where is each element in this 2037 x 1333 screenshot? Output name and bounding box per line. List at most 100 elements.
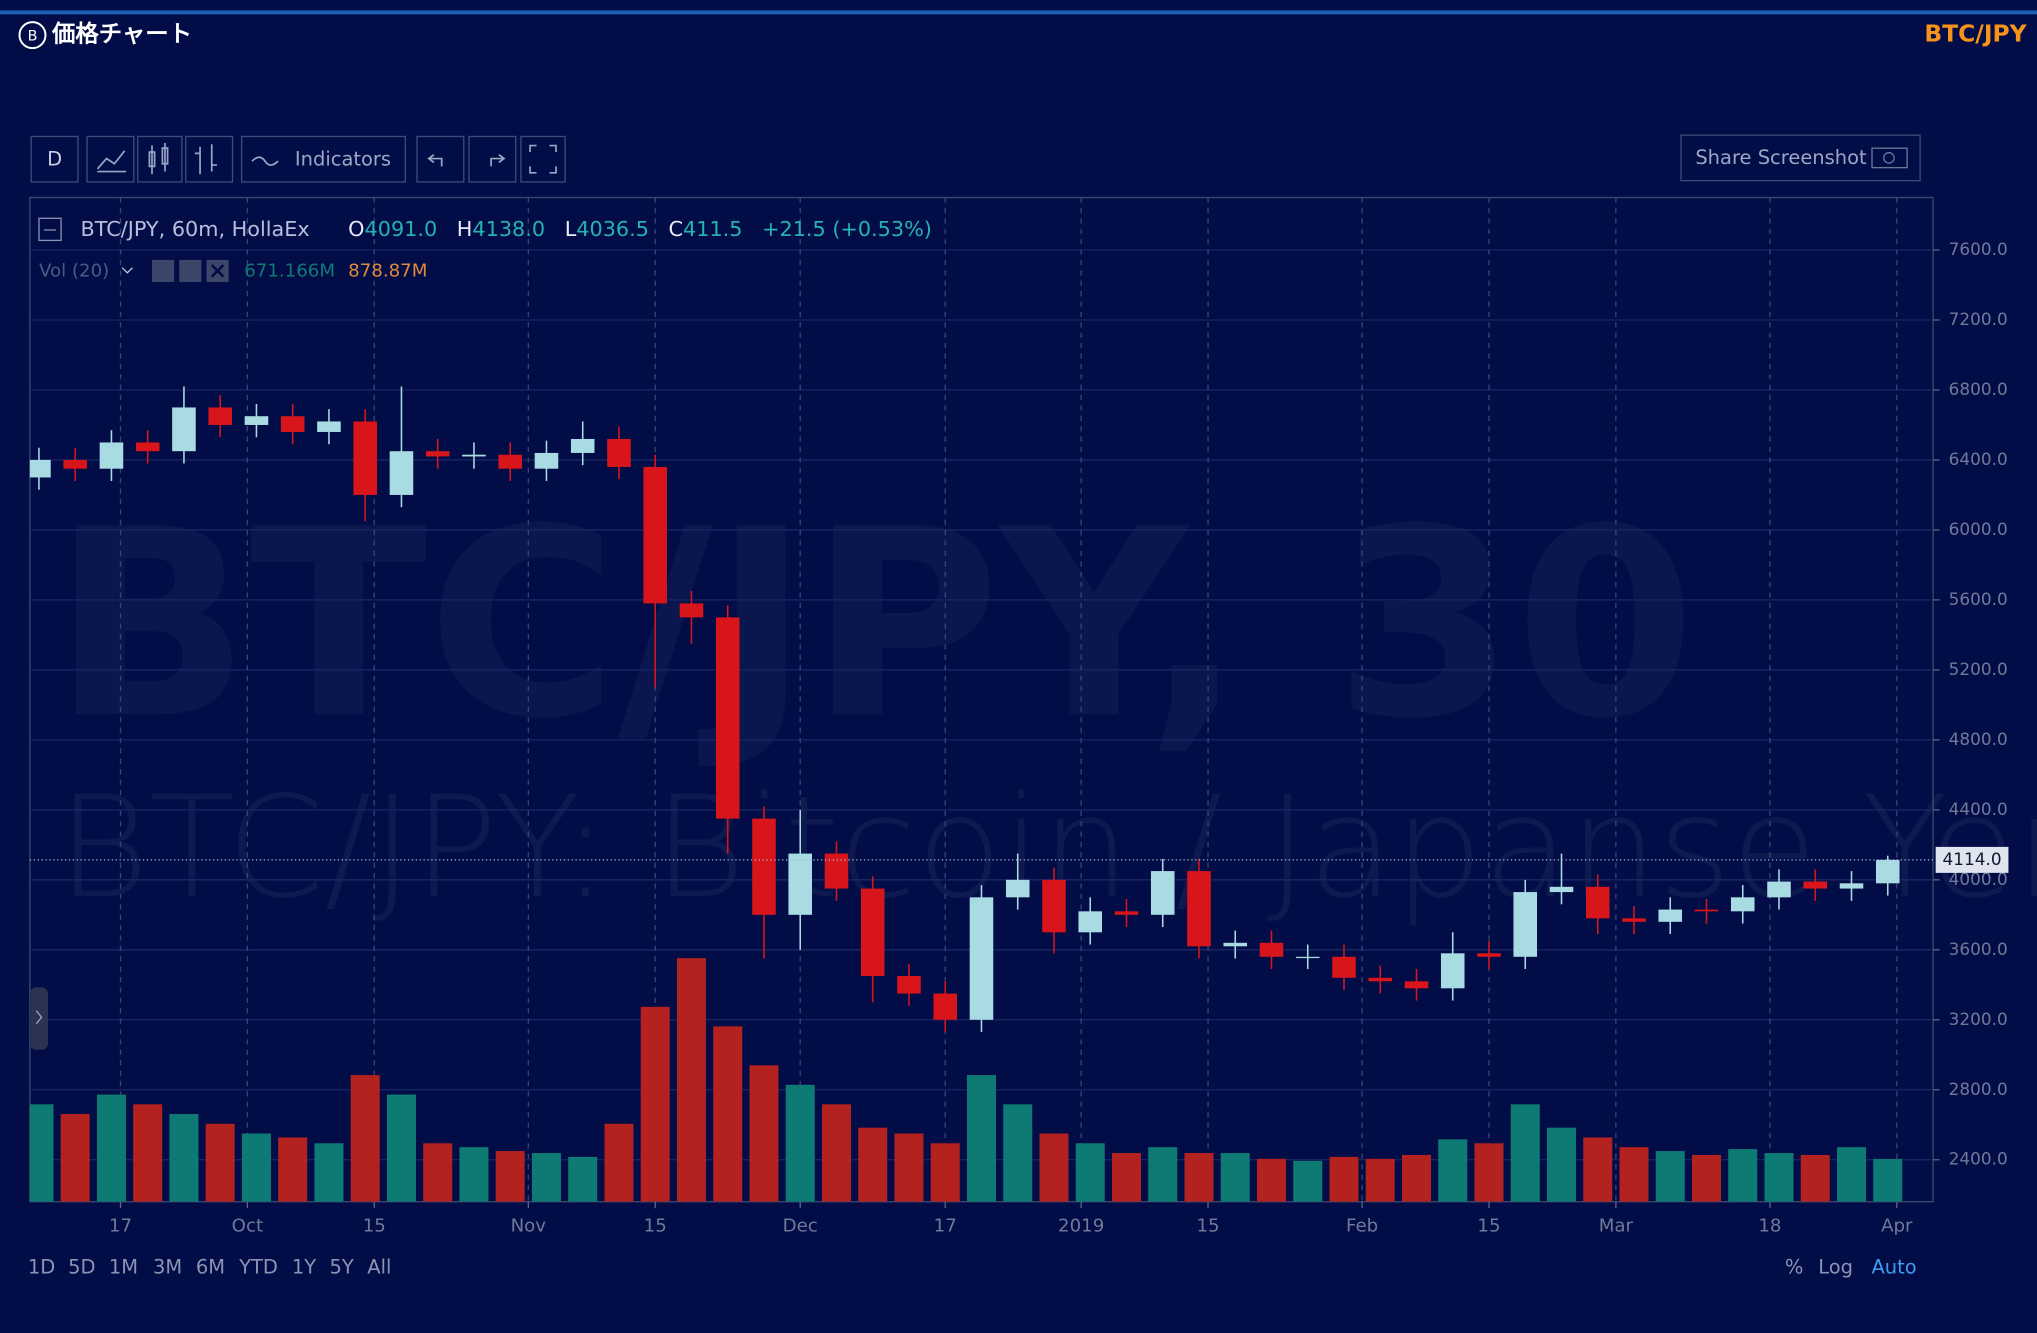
top-bar bbox=[0, 10, 2037, 15]
y-tick-label: 5600.0 bbox=[1949, 589, 2008, 609]
candle-style-button[interactable] bbox=[137, 135, 183, 183]
candle-body bbox=[607, 438, 631, 467]
range-button[interactable]: 1M bbox=[109, 1255, 138, 1278]
candle-body bbox=[1513, 892, 1538, 957]
volume-bar bbox=[1184, 1153, 1214, 1202]
range-button[interactable]: 1D bbox=[28, 1255, 55, 1278]
volume-bar bbox=[60, 1114, 90, 1202]
indicators-button[interactable] bbox=[240, 135, 406, 183]
volume-bar bbox=[133, 1104, 163, 1202]
x-tick-label: 17 bbox=[109, 1215, 132, 1236]
candle-body bbox=[462, 454, 486, 457]
candle-body bbox=[1187, 871, 1211, 947]
undo-button[interactable] bbox=[416, 135, 465, 183]
grid bbox=[29, 197, 1934, 1202]
volume-bar bbox=[1728, 1149, 1758, 1202]
volume-bar bbox=[459, 1147, 489, 1202]
candle-body bbox=[752, 818, 776, 915]
volume-bar bbox=[640, 1006, 670, 1202]
volume-bar bbox=[1039, 1133, 1069, 1202]
series bbox=[29, 386, 1903, 1202]
range-button[interactable]: 6M bbox=[196, 1255, 225, 1278]
y-tick-label: 3200.0 bbox=[1949, 1009, 2008, 1029]
candle-body bbox=[1549, 886, 1574, 893]
candle-body bbox=[353, 421, 377, 495]
indicators-icon bbox=[251, 156, 279, 166]
volume-bar bbox=[1220, 1153, 1250, 1202]
page-title: 価格チャート bbox=[51, 20, 192, 48]
volume-bar bbox=[1256, 1158, 1286, 1202]
coin-icon-letter: B bbox=[28, 28, 38, 44]
candle-body bbox=[1150, 871, 1175, 915]
y-tick-label: 2400.0 bbox=[1949, 1149, 2008, 1169]
volume-bar bbox=[1619, 1147, 1649, 1202]
x-tick-label: 17 bbox=[934, 1215, 957, 1236]
candle-body bbox=[1694, 909, 1719, 912]
candle-body bbox=[1803, 881, 1828, 889]
scale-button[interactable]: % bbox=[1785, 1255, 1804, 1278]
y-tick-label: 6400.0 bbox=[1949, 449, 2008, 469]
collapse-button[interactable] bbox=[38, 217, 62, 242]
candle-body bbox=[425, 451, 450, 457]
redo-icon bbox=[490, 153, 506, 167]
scale-buttons: % Log Auto bbox=[1785, 1255, 1917, 1278]
candle-body bbox=[1440, 953, 1465, 989]
candle-body bbox=[1404, 981, 1429, 989]
side-panel-toggle[interactable] bbox=[29, 987, 49, 1050]
range-button[interactable]: 5D bbox=[68, 1255, 95, 1278]
ohlc-change: +21.5 (+0.53%) bbox=[762, 217, 932, 241]
candle-body bbox=[317, 421, 341, 432]
volume-bar bbox=[894, 1133, 924, 1202]
x-tick-label: Nov bbox=[511, 1215, 547, 1236]
indicators-label: Indicators bbox=[295, 147, 391, 170]
fullscreen-icon bbox=[529, 144, 557, 174]
scale-button[interactable]: Auto bbox=[1871, 1255, 1916, 1278]
interval-button[interactable] bbox=[30, 135, 79, 183]
candle-body bbox=[643, 466, 667, 604]
ohlc-key: C bbox=[669, 217, 684, 241]
x-tick-label: Apr bbox=[1881, 1215, 1913, 1236]
y-tick-label: 4000.0 bbox=[1949, 869, 2008, 889]
volume-bar bbox=[1148, 1147, 1178, 1202]
volume-bar bbox=[1003, 1104, 1033, 1202]
range-button[interactable]: YTD bbox=[238, 1255, 278, 1278]
interval-label: D bbox=[47, 147, 62, 170]
volume-bar bbox=[604, 1123, 634, 1202]
range-button[interactable]: 3M bbox=[153, 1255, 182, 1278]
scale-button[interactable]: Log bbox=[1818, 1255, 1853, 1278]
volume-bar bbox=[1438, 1139, 1468, 1202]
y-tick-label: 4400.0 bbox=[1949, 799, 2008, 819]
volume-eye-button[interactable] bbox=[151, 259, 175, 282]
range-button[interactable]: 5Y bbox=[330, 1255, 354, 1278]
candle-body bbox=[1259, 942, 1284, 957]
volume-value: 878.87M bbox=[348, 261, 427, 282]
toolbar: D Indicators Share Screenshot bbox=[30, 134, 1921, 183]
volume-bar bbox=[785, 1084, 815, 1202]
range-button[interactable]: 1Y bbox=[292, 1255, 316, 1278]
candle-body bbox=[1005, 879, 1030, 898]
y-tick-label: 6800.0 bbox=[1949, 379, 2008, 399]
y-tick-label: 3600.0 bbox=[1949, 939, 2008, 959]
share-button[interactable] bbox=[1680, 134, 1921, 182]
candle-body bbox=[172, 407, 196, 452]
legend-symbol: BTC/JPY, 60m, HollaEx bbox=[81, 217, 310, 241]
candle-body bbox=[498, 454, 522, 469]
candle-body bbox=[1767, 881, 1791, 898]
bar-style-button[interactable] bbox=[185, 135, 234, 183]
redo-button[interactable] bbox=[468, 135, 517, 183]
fullscreen-button[interactable] bbox=[520, 135, 566, 183]
volume-dropdown[interactable] bbox=[121, 267, 133, 274]
candle-icon bbox=[148, 142, 169, 175]
x-tick-label: Feb bbox=[1346, 1215, 1378, 1236]
volume-bar bbox=[350, 1075, 380, 1202]
candle-body bbox=[389, 451, 414, 495]
range-button[interactable]: All bbox=[367, 1255, 391, 1278]
candle-body bbox=[679, 603, 704, 618]
y-tick-label: 7200.0 bbox=[1949, 309, 2008, 329]
x-tick-label: 15 bbox=[1477, 1215, 1500, 1236]
candle-body bbox=[1114, 911, 1139, 915]
x-tick-label: 15 bbox=[644, 1215, 667, 1236]
volume-settings-button[interactable] bbox=[179, 259, 202, 282]
area-style-button[interactable] bbox=[86, 135, 135, 183]
